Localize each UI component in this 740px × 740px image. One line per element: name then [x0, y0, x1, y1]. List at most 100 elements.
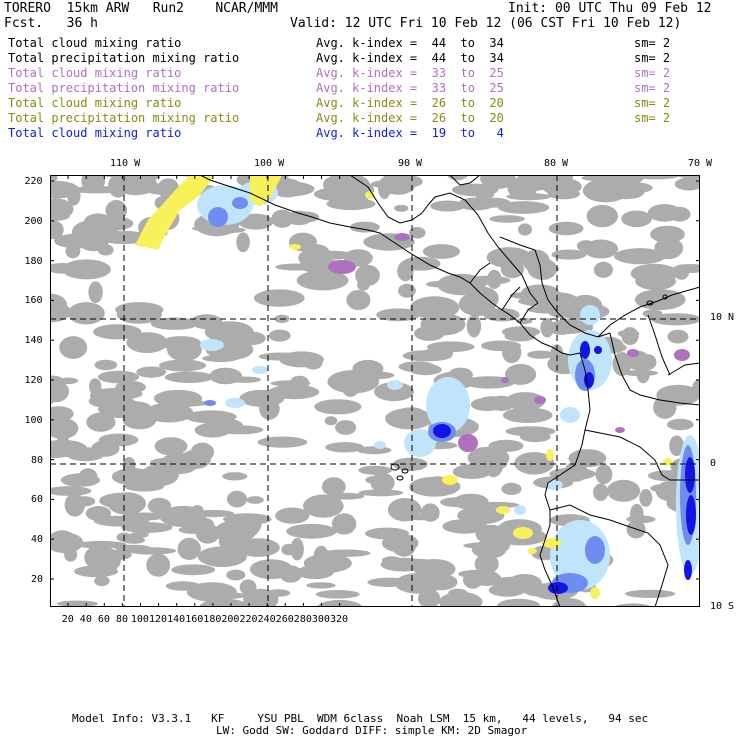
cloud-blob — [290, 211, 320, 223]
cloud-blob — [190, 442, 215, 462]
legend-sm-4: sm= 2 — [634, 96, 671, 110]
cloud-blob — [270, 380, 311, 387]
cloud-blob — [346, 290, 371, 310]
cloud-blob — [409, 227, 426, 239]
cloud-blob — [568, 449, 607, 468]
y-tick-label: 20 — [31, 574, 44, 585]
precip-violet — [328, 233, 690, 452]
y-tick-label: 200 — [24, 215, 43, 227]
cloud-blob — [258, 352, 305, 361]
cloud-blob — [466, 314, 482, 338]
map-panel — [50, 175, 700, 607]
coastlines — [199, 175, 700, 607]
cloud-blob — [457, 197, 495, 211]
cloud-blob — [475, 456, 508, 471]
cloud-blob — [279, 565, 303, 583]
lon-label-100w: 100 W — [254, 158, 285, 169]
y-tick-label: 220 — [24, 176, 43, 187]
cloud-blob — [399, 407, 424, 417]
cloud-blob — [593, 261, 614, 278]
cloud-blob — [527, 350, 554, 359]
cloud-blob — [178, 525, 208, 534]
cloud-blob — [667, 329, 689, 344]
cloud-blob — [486, 247, 532, 268]
cloud-blob — [394, 204, 409, 212]
cloud-blob — [77, 229, 110, 252]
forecast-hour: Fcst. 36 h — [4, 16, 98, 31]
cloud-blob — [243, 515, 262, 535]
cloud-blob — [91, 216, 134, 231]
cloud-blob — [50, 307, 73, 315]
model-title: TORERO 15km ARW Run2 NCAR/MMM — [4, 1, 278, 16]
cloud-blob — [56, 600, 98, 607]
cloud-blob — [99, 492, 144, 509]
cloud-blob — [75, 496, 96, 507]
cloud-blob — [58, 377, 79, 385]
cloud-blob — [549, 467, 596, 481]
legend-field-0: Total cloud mixing ratio — [8, 36, 182, 50]
cloud-blob — [484, 308, 520, 322]
cloud-blob — [507, 574, 542, 592]
cloud-blob — [121, 512, 167, 521]
cloud-blob — [86, 412, 116, 432]
cloud-blob — [107, 549, 132, 560]
cloud-blob — [146, 553, 171, 577]
legend-kindex-6: Avg. k-index = 19 to 4 — [316, 126, 504, 140]
cloud-blob — [617, 182, 653, 194]
cloud-blob — [192, 509, 235, 518]
cloud-blob — [626, 515, 656, 524]
legend-kindex-0: Avg. k-index = 44 to 34 — [316, 36, 504, 50]
cloud-blob — [593, 483, 609, 502]
cloud-blob — [387, 498, 422, 522]
cloud-blob — [378, 177, 391, 200]
y-tick-label: 60 — [31, 494, 44, 506]
cloud-blob — [335, 420, 357, 435]
cloud-blob — [314, 399, 362, 415]
cloud-blob — [420, 503, 440, 522]
cloud-blob — [358, 489, 404, 497]
cloud-blob — [321, 477, 346, 497]
cloud-blob — [551, 598, 587, 607]
x-tick-label: 260 — [275, 614, 294, 625]
legend-field-3: Total precipitation mixing ratio — [8, 81, 240, 95]
cloud-blob — [321, 270, 338, 283]
lat-lon-grid — [50, 175, 700, 607]
cloud-blob — [167, 338, 202, 362]
cloud-blob — [622, 370, 659, 377]
cloud-blob — [639, 489, 653, 507]
cloud-blob — [216, 425, 264, 435]
init-time: Init: 00 UTC Thu 09 Feb 12 — [508, 1, 712, 16]
cloud-blob — [306, 582, 336, 589]
legend-kindex-2: Avg. k-index = 33 to 25 — [316, 66, 504, 80]
cloud-blob — [397, 175, 423, 188]
legend-sm-0: sm= 2 — [634, 36, 671, 50]
cloud-blob — [548, 221, 584, 236]
cloud-blob — [621, 327, 639, 346]
cloud-blob — [624, 589, 676, 598]
map-frame — [50, 175, 700, 607]
cloud-blob — [522, 249, 550, 273]
legend-field-1: Total precipitation mixing ratio — [8, 51, 240, 65]
cloud-blob — [358, 465, 393, 475]
cloud-blob — [341, 378, 360, 397]
cloud-blob — [94, 359, 118, 371]
cloud-blob — [502, 341, 522, 364]
y-tick-label: 160 — [24, 295, 43, 307]
lon-label-110w: 110 W — [110, 158, 141, 169]
x-tick-label: 80 — [116, 614, 129, 625]
cloud-blob — [440, 497, 472, 507]
cloud-blob — [303, 494, 344, 518]
cloud-blob — [226, 490, 248, 508]
cloud-blob — [583, 239, 619, 259]
cloud-blob — [67, 302, 105, 325]
x-tick-label: 300 — [311, 614, 330, 625]
cloud-blob — [206, 592, 247, 599]
cloud-blob — [504, 331, 536, 342]
cloud-blob — [329, 192, 369, 210]
lon-label-80w: 80 W — [544, 158, 569, 169]
cloud-blob — [442, 519, 488, 534]
cloud-blob — [430, 200, 465, 212]
cloud-blob — [505, 392, 545, 411]
model-info-line1: Model Info: V3.3.1 KF YSU PBL WDM 6class… — [72, 712, 649, 725]
cloud-blob — [635, 272, 676, 291]
